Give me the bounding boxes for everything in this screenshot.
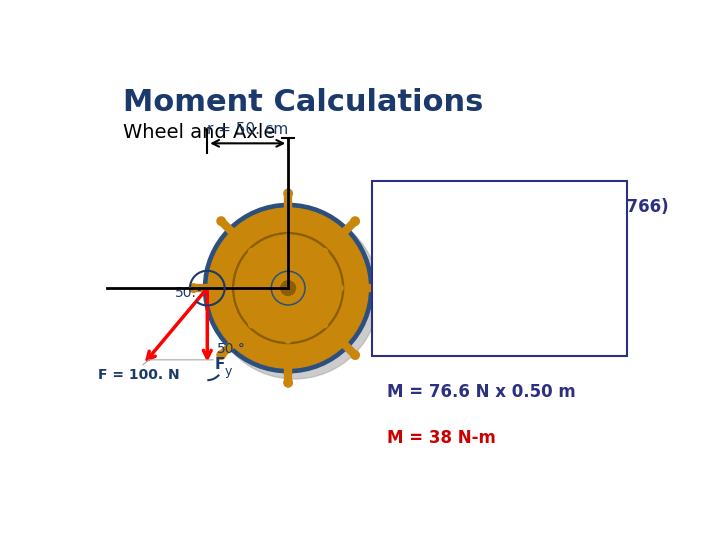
Text: Wheel and Axle: Wheel and Axle xyxy=(122,123,275,141)
Text: = Fsin50.° = (100. N)(.766): = Fsin50.° = (100. N)(.766) xyxy=(410,198,669,216)
Text: M = 76.6 N x 0.50 m: M = 76.6 N x 0.50 m xyxy=(387,383,576,401)
Circle shape xyxy=(273,273,304,303)
Text: y: y xyxy=(400,238,408,251)
Text: 50.°: 50.° xyxy=(175,286,204,300)
Circle shape xyxy=(284,379,292,387)
Text: M = d x F: M = d x F xyxy=(387,337,474,355)
Text: 50.°: 50.° xyxy=(217,342,246,356)
Text: y: y xyxy=(225,365,233,378)
Text: r = 50. cm: r = 50. cm xyxy=(207,122,288,137)
Text: F: F xyxy=(387,245,399,262)
Circle shape xyxy=(210,210,379,379)
Circle shape xyxy=(351,351,359,359)
Circle shape xyxy=(217,217,225,225)
Text: F: F xyxy=(215,356,225,372)
Circle shape xyxy=(284,189,292,198)
Circle shape xyxy=(235,235,341,341)
Text: d = r = 50. cm = 0.50 m: d = r = 50. cm = 0.50 m xyxy=(387,291,610,308)
Circle shape xyxy=(217,351,225,359)
Circle shape xyxy=(189,284,198,292)
Text: y: y xyxy=(504,330,512,343)
Circle shape xyxy=(233,233,343,343)
Text: F = 100. N: F = 100. N xyxy=(99,368,180,382)
Text: y: y xyxy=(400,192,408,205)
Text: M = 38 N-m: M = 38 N-m xyxy=(387,429,496,447)
Circle shape xyxy=(379,284,387,292)
Circle shape xyxy=(351,217,359,225)
Circle shape xyxy=(204,204,373,373)
Circle shape xyxy=(281,281,295,295)
Bar xyxy=(372,181,627,356)
Circle shape xyxy=(208,208,368,368)
Circle shape xyxy=(271,271,305,305)
Text: = 76.6N: = 76.6N xyxy=(410,245,490,262)
Text: F: F xyxy=(387,198,399,216)
Text: Moment Calculations: Moment Calculations xyxy=(122,88,483,117)
